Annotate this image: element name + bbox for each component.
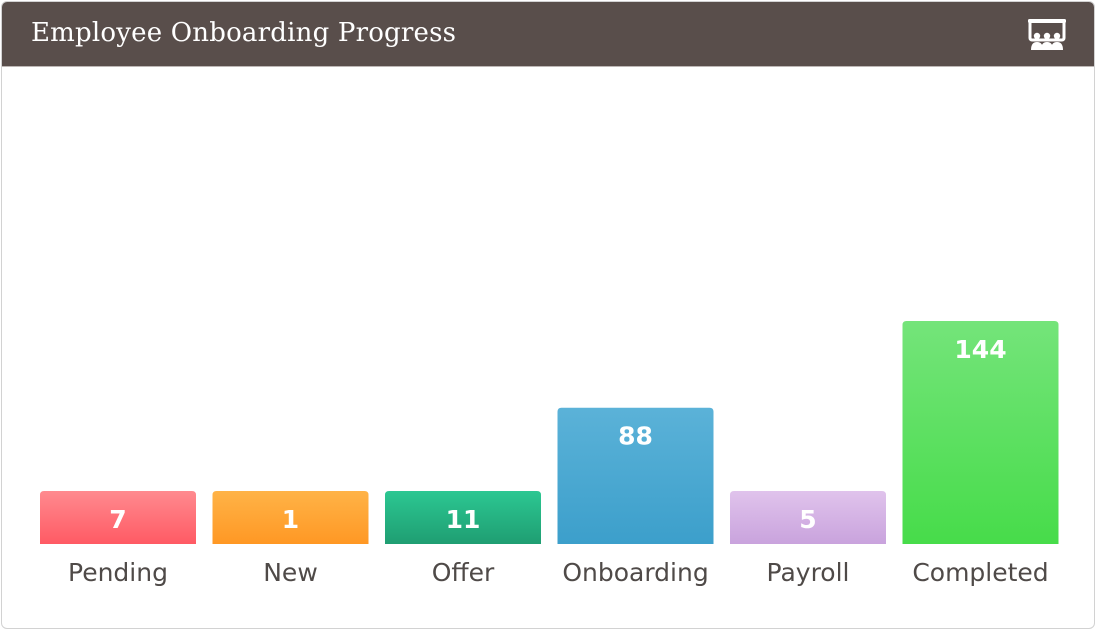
bar-offer[interactable] bbox=[385, 491, 541, 544]
bar-value-completed: 144 bbox=[954, 335, 1006, 364]
bar-label-new: New bbox=[263, 558, 318, 587]
bar-label-payroll: Payroll bbox=[767, 558, 850, 587]
presentation-team-icon[interactable] bbox=[1028, 19, 1066, 51]
onboarding-bar-chart: 7 Pending 1 New 11 Offer 88 Onboarding 5 Payroll 1… bbox=[40, 321, 1059, 587]
bar-value-payroll: 5 bbox=[799, 505, 816, 534]
bar-payroll[interactable] bbox=[730, 491, 886, 544]
bar-value-offer: 11 bbox=[446, 505, 481, 534]
bar-label-onboarding: Onboarding bbox=[562, 558, 708, 587]
bar-completed[interactable] bbox=[902, 321, 1059, 544]
bar-label-pending: Pending bbox=[68, 558, 168, 587]
widget-header: Employee Onboarding Progress bbox=[2, 2, 1094, 67]
bar-pending[interactable] bbox=[40, 491, 196, 544]
bar-value-new: 1 bbox=[282, 505, 299, 534]
widget-title: Employee Onboarding Progress bbox=[31, 18, 457, 48]
bar-label-completed: Completed bbox=[912, 558, 1048, 587]
bar-value-onboarding: 88 bbox=[618, 422, 653, 451]
bar-label-offer: Offer bbox=[432, 558, 495, 587]
bar-onboarding[interactable] bbox=[557, 407, 714, 544]
bar-new[interactable] bbox=[212, 491, 369, 544]
bar-value-pending: 7 bbox=[109, 505, 126, 534]
